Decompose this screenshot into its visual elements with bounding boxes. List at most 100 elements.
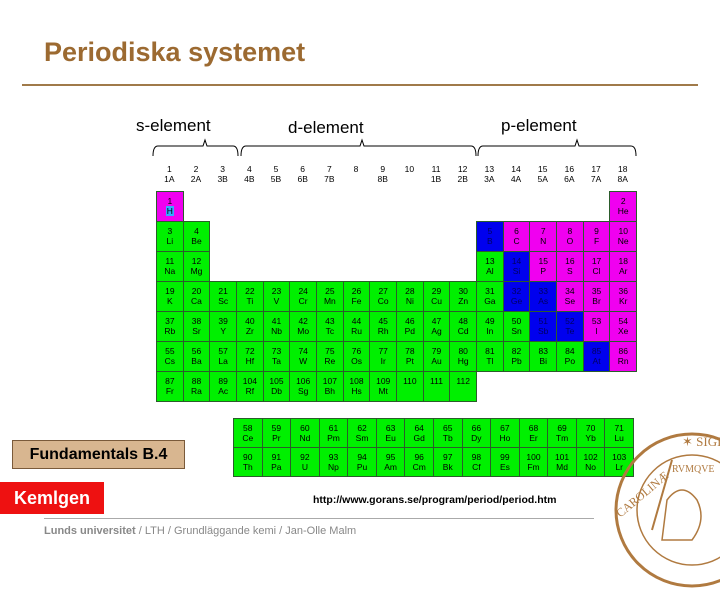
- element-cell-yb: 70 Yb: [575, 418, 606, 448]
- element-cell-na: 11 Na: [156, 251, 184, 282]
- group-header: 14 4A: [510, 164, 522, 184]
- element-cell-mn: 25 Mn: [316, 281, 344, 312]
- group-header: 6 6B: [297, 164, 308, 184]
- element-cell-rn: 86 Rn: [609, 341, 638, 372]
- footer-path: / LTH / Grundläggande kemi / Jan-Olle Ma…: [135, 525, 357, 537]
- block-braces: [152, 138, 637, 157]
- svg-text:✶ SIGILL: ✶ SIGILL: [682, 434, 720, 449]
- element-cell-sg: 106 Sg: [289, 371, 317, 402]
- element-cell-co: 27 Co: [369, 281, 398, 312]
- element-cell-zr: 40 Zr: [236, 311, 264, 342]
- element-cell-hs: 108 Hs: [342, 371, 371, 402]
- element-cell-os: 76 Os: [342, 341, 371, 372]
- element-cell-ag: 47 Ag: [422, 311, 451, 342]
- element-cell-mg: 12 Mg: [182, 251, 211, 282]
- element-cell-cf: 98 Cf: [461, 447, 492, 477]
- s-block-label: s-element: [136, 116, 211, 135]
- element-cell-pr: 59 Pr: [261, 418, 292, 448]
- element-cell-md: 101 Md: [547, 447, 577, 477]
- group-header: 4 4B: [244, 164, 255, 184]
- element-cell-ho: 67 Ho: [490, 418, 520, 448]
- element-cell-in: 49 In: [476, 311, 504, 342]
- group-header: 10: [404, 164, 415, 174]
- element-cell-as: 33 As: [529, 281, 558, 312]
- element-cell-fm: 100 Fm: [518, 447, 549, 477]
- element-cell-kr: 36 Kr: [609, 281, 638, 312]
- element-cell-gd: 64 Gd: [404, 418, 434, 448]
- element-cell-p: 15 P: [529, 251, 558, 282]
- element-cell-dy: 66 Dy: [461, 418, 492, 448]
- group-header: 13 3A: [484, 164, 495, 184]
- element-cell-eu: 63 Eu: [375, 418, 406, 448]
- element-cell-la: 57 La: [209, 341, 237, 372]
- element-cell-re: 75 Re: [316, 341, 344, 372]
- element-cell-te: 52 Te: [556, 311, 584, 342]
- element-cell-cl: 17 Cl: [582, 251, 611, 282]
- footer: Lunds universitet / LTH / Grundläggande …: [44, 525, 356, 537]
- group-header: 15 5A: [537, 164, 548, 184]
- element-cell-th: 90 Th: [233, 447, 263, 477]
- d-block-label: d-element: [288, 118, 364, 137]
- element-cell-ge: 32 Ge: [502, 281, 531, 312]
- fundamentals-badge: Fundamentals B.4: [12, 440, 185, 469]
- group-header: 9 8B: [377, 164, 388, 184]
- element-cell-hf: 72 Hf: [236, 341, 264, 372]
- element-cell-sr: 38 Sr: [182, 311, 211, 342]
- source-url[interactable]: http://www.gorans.se/program/period/peri…: [313, 494, 557, 506]
- group-header: 11 1B: [430, 164, 442, 184]
- element-cell-pm: 61 Pm: [318, 418, 349, 448]
- element-cell-mo: 42 Mo: [289, 311, 317, 342]
- element-cell-mt: 109 Mt: [369, 371, 398, 402]
- element-cell-cs: 55 Cs: [156, 341, 184, 372]
- element-cell-zn: 30 Zn: [449, 281, 478, 312]
- element-cell-ce: 58 Ce: [233, 418, 263, 448]
- element-cell-xe: 54 Xe: [609, 311, 638, 342]
- element-cell-li: 3 Li: [156, 221, 184, 252]
- element-cell-ba: 56 Ba: [182, 341, 211, 372]
- element-cell-112: 112: [449, 371, 478, 402]
- element-cell-i: 53 I: [582, 311, 611, 342]
- footer-divider: [44, 518, 594, 519]
- element-cell-br: 35 Br: [582, 281, 611, 312]
- element-cell-be: 4 Be: [182, 221, 211, 252]
- group-header: 12 2B: [457, 164, 468, 184]
- element-cell-fr: 87 Fr: [156, 371, 184, 402]
- element-cell-110: 110: [396, 371, 424, 402]
- kemlgen-label: Kemlgen: [0, 482, 104, 514]
- element-cell-er: 68 Er: [518, 418, 549, 448]
- element-cell-y: 39 Y: [209, 311, 237, 342]
- group-header: 3 3B: [217, 164, 228, 184]
- element-cell-pd: 46 Pd: [396, 311, 424, 342]
- element-cell-w: 74 W: [289, 341, 317, 372]
- element-cell-no: 102 No: [575, 447, 606, 477]
- element-cell-lr: 103 Lr: [604, 447, 634, 477]
- element-cell-pb: 82 Pb: [502, 341, 531, 372]
- element-cell-pu: 94 Pu: [347, 447, 377, 477]
- group-header: 8: [353, 164, 359, 174]
- element-cell-pa: 91 Pa: [261, 447, 292, 477]
- element-cell-nb: 41 Nb: [262, 311, 291, 342]
- element-cell-rh: 45 Rh: [369, 311, 398, 342]
- svg-text:RVMQVE: RVMQVE: [672, 464, 715, 475]
- element-cell-po: 84 Po: [556, 341, 584, 372]
- element-cell-ru: 44 Ru: [342, 311, 371, 342]
- element-cell-ga: 31 Ga: [476, 281, 504, 312]
- footer-university: Lunds universitet: [44, 525, 136, 537]
- element-cell-pt: 78 Pt: [396, 341, 424, 372]
- element-cell-al: 13 Al: [476, 251, 504, 282]
- element-cell-ir: 77 Ir: [369, 341, 398, 372]
- title-divider: [22, 84, 698, 86]
- element-cell-db: 105 Db: [262, 371, 291, 402]
- element-cell-tm: 69 Tm: [547, 418, 577, 448]
- element-cell-si: 14 Si: [502, 251, 531, 282]
- group-header: 2 2A: [190, 164, 202, 184]
- element-cell-bk: 97 Bk: [432, 447, 463, 477]
- element-cell-ni: 28 Ni: [396, 281, 424, 312]
- element-cell-fe: 26 Fe: [342, 281, 371, 312]
- p-block-label: p-element: [501, 116, 577, 135]
- element-cell-ne: 10 Ne: [609, 221, 638, 252]
- element-cell-am: 95 Am: [375, 447, 406, 477]
